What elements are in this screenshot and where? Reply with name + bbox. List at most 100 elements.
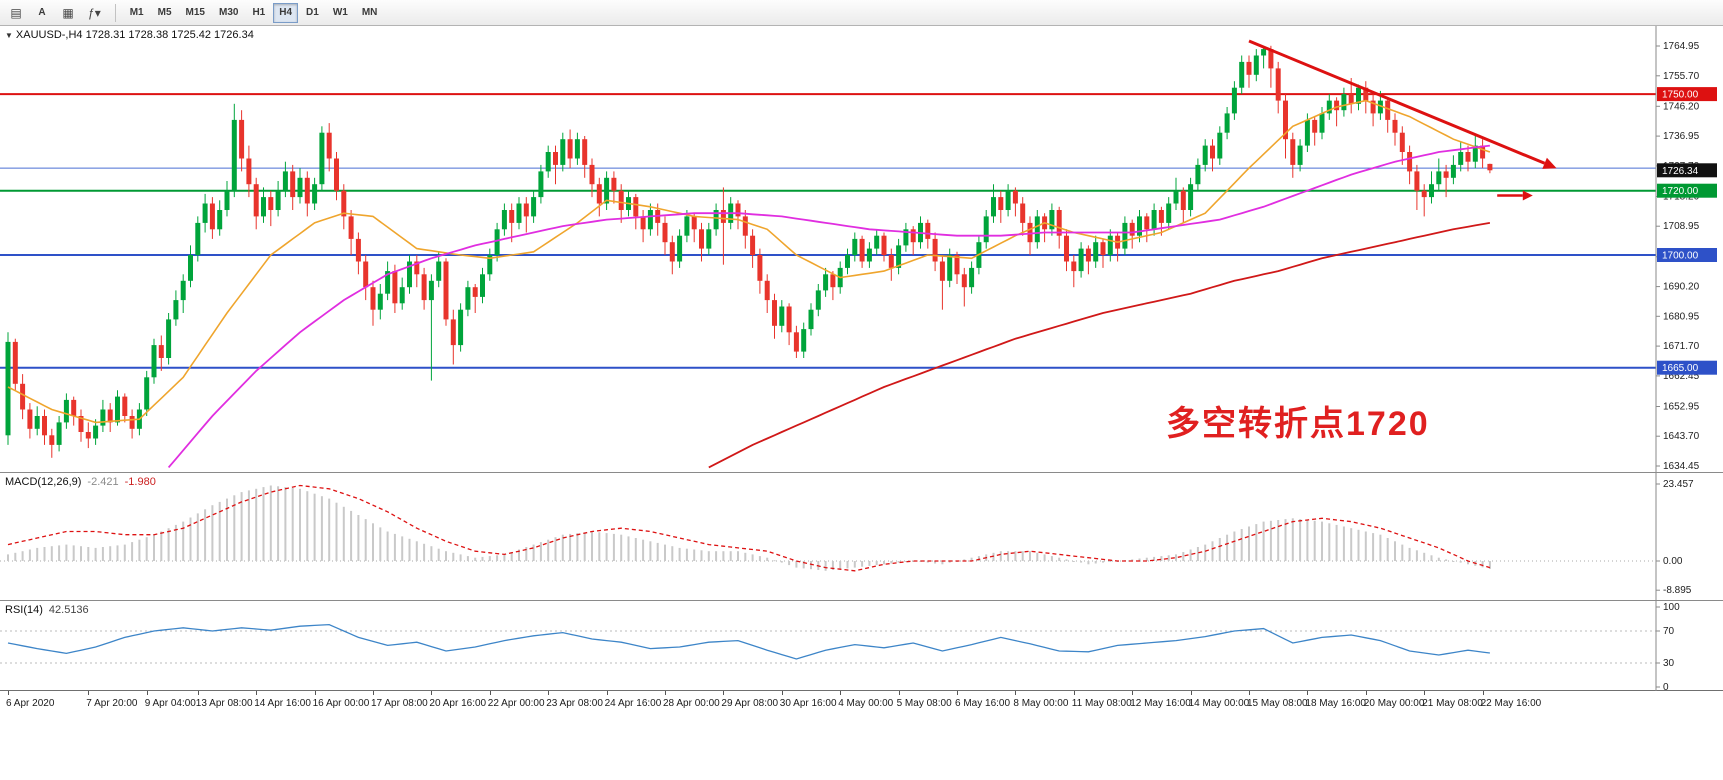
time-tick: [256, 691, 258, 695]
rsi-line: [7, 623, 1490, 660]
price-badge: [1657, 87, 1717, 102]
trendline[interactable]: [1248, 39, 1559, 174]
chart-ohlc-title: ▼ XAUUSD-,H4 1728.31 1728.38 1725.42 1726…: [5, 29, 254, 41]
indicators-button[interactable]: ƒ ▾: [82, 3, 107, 23]
rsi-panel[interactable]: 100 70 30 0 RSI(14) 42.5136: [0, 601, 1723, 691]
charts-menu-icon: ▤: [10, 5, 22, 20]
time-tick: [606, 691, 608, 695]
ma-fast-line[interactable]: [7, 99, 1491, 424]
time-tick: [781, 691, 783, 695]
timeframe-m15-button[interactable]: M15: [180, 3, 211, 23]
macd-signal-value: -1.980: [124, 476, 156, 488]
time-label: 16 Apr 00:00: [312, 698, 370, 709]
svg-text:1680.95: 1680.95: [1663, 311, 1700, 322]
price-badge: [1657, 360, 1717, 375]
macd-histogram: [7, 485, 1491, 571]
svg-text:1652.95: 1652.95: [1663, 402, 1700, 413]
annotation-text: 多空转折点1720: [1166, 405, 1430, 443]
dropdown-arrow-icon: ▾: [94, 5, 101, 20]
ma-slow-line[interactable]: [708, 222, 1491, 469]
collapse-icon[interactable]: ▼: [5, 31, 13, 40]
svg-text:1746.20: 1746.20: [1663, 101, 1700, 112]
timeframe-mn-button[interactable]: MN: [356, 3, 384, 23]
svg-text:1690.20: 1690.20: [1663, 282, 1700, 293]
svg-text:70: 70: [1663, 626, 1675, 637]
time-label: 14 Apr 16:00: [254, 698, 311, 709]
macd-main-value: -2.421: [87, 476, 119, 488]
chart-title-text: XAUUSD-,H4 1728.31 1728.38 1725.42 1726.…: [15, 29, 254, 41]
timeframe-w1-button[interactable]: W1: [327, 3, 354, 23]
text-tool-button[interactable]: A: [30, 3, 54, 23]
time-axis[interactable]: 6 Apr 2020 7 Apr 20:00 9 Apr 04:00 13 Apr 0…: [0, 691, 1723, 717]
time-label: 28 Apr 00:00: [663, 698, 720, 709]
time-label: 6 Apr 2020: [6, 698, 55, 709]
time-label: 8 May 00:00: [1013, 698, 1069, 709]
time-label: 17 Apr 08:00: [371, 698, 428, 709]
rsi-chart[interactable]: 100 70 30 0: [0, 601, 1723, 691]
time-label: 15 May 08:00: [1247, 698, 1308, 709]
svg-text:1700.00: 1700.00: [1662, 251, 1699, 262]
price-badge: [1657, 163, 1717, 178]
time-label: 13 Apr 08:00: [195, 698, 253, 709]
svg-text:1634.45: 1634.45: [1663, 461, 1700, 472]
timeframe-m5-button[interactable]: M5: [152, 3, 178, 23]
time-tick: [840, 691, 842, 695]
svg-text:1726.34: 1726.34: [1662, 166, 1699, 177]
time-label: 21 May 08:00: [1422, 698, 1483, 709]
rsi-value: 42.5136: [48, 604, 89, 616]
time-label: 29 Apr 08:00: [721, 698, 779, 709]
svg-text:-8.895: -8.895: [1663, 585, 1692, 596]
time-tick: [146, 691, 148, 695]
rsi-name: RSI(14): [5, 604, 43, 616]
svg-text:1662.45: 1662.45: [1663, 371, 1700, 382]
svg-text:1708.95: 1708.95: [1663, 221, 1700, 232]
time-tick: [88, 691, 90, 695]
svg-text:0: 0: [1663, 682, 1669, 691]
time-label: 9 Apr 04:00: [144, 698, 196, 709]
ma-medium-line[interactable]: [167, 144, 1491, 468]
time-label: 22 Apr 00:00: [487, 698, 545, 709]
arrow-annotation[interactable]: [1497, 190, 1533, 201]
time-tick: [1365, 691, 1367, 695]
time-label: 7 Apr 20:00: [86, 698, 138, 709]
cursor-text-icon: A: [38, 7, 46, 18]
svg-text:1764.95: 1764.95: [1663, 41, 1700, 52]
time-tick: [489, 691, 491, 695]
macd-label: MACD(12,26,9) -2.421 -1.980: [5, 476, 156, 488]
timeframe-h1-button[interactable]: H1: [246, 3, 271, 23]
svg-text:1671.70: 1671.70: [1663, 341, 1700, 352]
svg-text:1736.95: 1736.95: [1663, 131, 1700, 142]
time-tick: [314, 691, 316, 695]
price-badge: [1657, 183, 1717, 198]
svg-text:1643.70: 1643.70: [1663, 431, 1700, 442]
time-tick: [197, 691, 199, 695]
chart-window-button[interactable]: ▦: [56, 3, 80, 23]
time-tick: [898, 691, 900, 695]
svg-text:1720.00: 1720.00: [1662, 186, 1699, 197]
charts-menu-button[interactable]: ▤: [4, 3, 28, 23]
timeframe-m30-button[interactable]: M30: [213, 3, 244, 23]
price-axis[interactable]: 1764.951755.701746.201736.951727.701718.…: [1655, 26, 1717, 473]
timeframe-m1-button[interactable]: M1: [124, 3, 150, 23]
main-chart-panel[interactable]: 1764.951755.701746.201736.951727.701718.…: [0, 26, 1723, 473]
svg-text:1750.00: 1750.00: [1662, 90, 1699, 101]
macd-scale[interactable]: 23.457 0.00 -8.895: [1655, 473, 1694, 601]
time-tick: [548, 691, 550, 695]
svg-text:0.00: 0.00: [1663, 556, 1683, 567]
time-tick: [1132, 691, 1134, 695]
timeframe-h4-button[interactable]: H4: [273, 2, 299, 23]
macd-panel[interactable]: 23.457 0.00 -8.895 MACD(12,26,9) -2.421 -1.9…: [0, 473, 1723, 601]
timeframe-d1-button[interactable]: D1: [300, 3, 325, 23]
macd-chart[interactable]: 23.457 0.00 -8.895: [0, 473, 1723, 601]
price-badge: [1657, 248, 1717, 262]
candlestick-chart[interactable]: 1764.951755.701746.201736.951727.701718.…: [0, 26, 1723, 473]
svg-text:23.457: 23.457: [1663, 479, 1694, 490]
time-tick: [1190, 691, 1192, 695]
time-label: 5 May 08:00: [896, 698, 952, 709]
time-label: 30 Apr 16:00: [779, 698, 837, 709]
rsi-scale[interactable]: 100 70 30 0: [1655, 601, 1680, 691]
svg-text:1665.00: 1665.00: [1662, 363, 1699, 374]
svg-text:30: 30: [1663, 658, 1675, 669]
time-tick: [1424, 691, 1426, 695]
